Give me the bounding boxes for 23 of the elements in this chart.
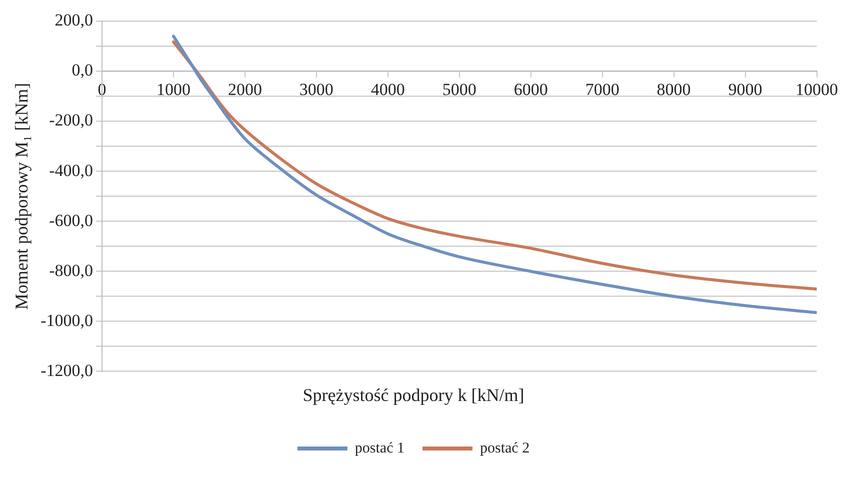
y-tick-label: -1000,0 (40, 310, 94, 330)
x-tick-label: 2000 (228, 80, 262, 99)
y-tick-label: 200,0 (54, 10, 94, 30)
x-tick-label: 9000 (728, 80, 762, 99)
y-tick-label: -200,0 (49, 110, 94, 130)
x-axis-title: Sprężystość podpory k [kN/m] (302, 385, 524, 406)
x-tick-label: 3000 (299, 80, 334, 99)
x-tick-label: 8000 (656, 80, 691, 99)
x-tick-label: 0 (98, 80, 106, 99)
legend-label: postać 2 (480, 440, 530, 456)
y-axis-title: Moment podporowy M₁ [kNm] (12, 82, 32, 310)
x-tick-label: 10000 (796, 80, 838, 99)
y-tick-label: -400,0 (49, 160, 94, 180)
x-tick-label: 4000 (370, 80, 405, 99)
y-tick-label: -600,0 (49, 210, 94, 230)
y-tick-label: 0,0 (72, 60, 94, 80)
x-tick-label: 7000 (585, 80, 620, 99)
y-tick-label: -800,0 (49, 260, 94, 280)
x-tick-label: 1000 (156, 80, 190, 99)
legend-label: postać 1 (354, 440, 405, 456)
x-tick-label: 5000 (442, 80, 476, 99)
x-tick-label: 6000 (514, 80, 548, 99)
y-tick-label: -1200,0 (40, 360, 94, 380)
